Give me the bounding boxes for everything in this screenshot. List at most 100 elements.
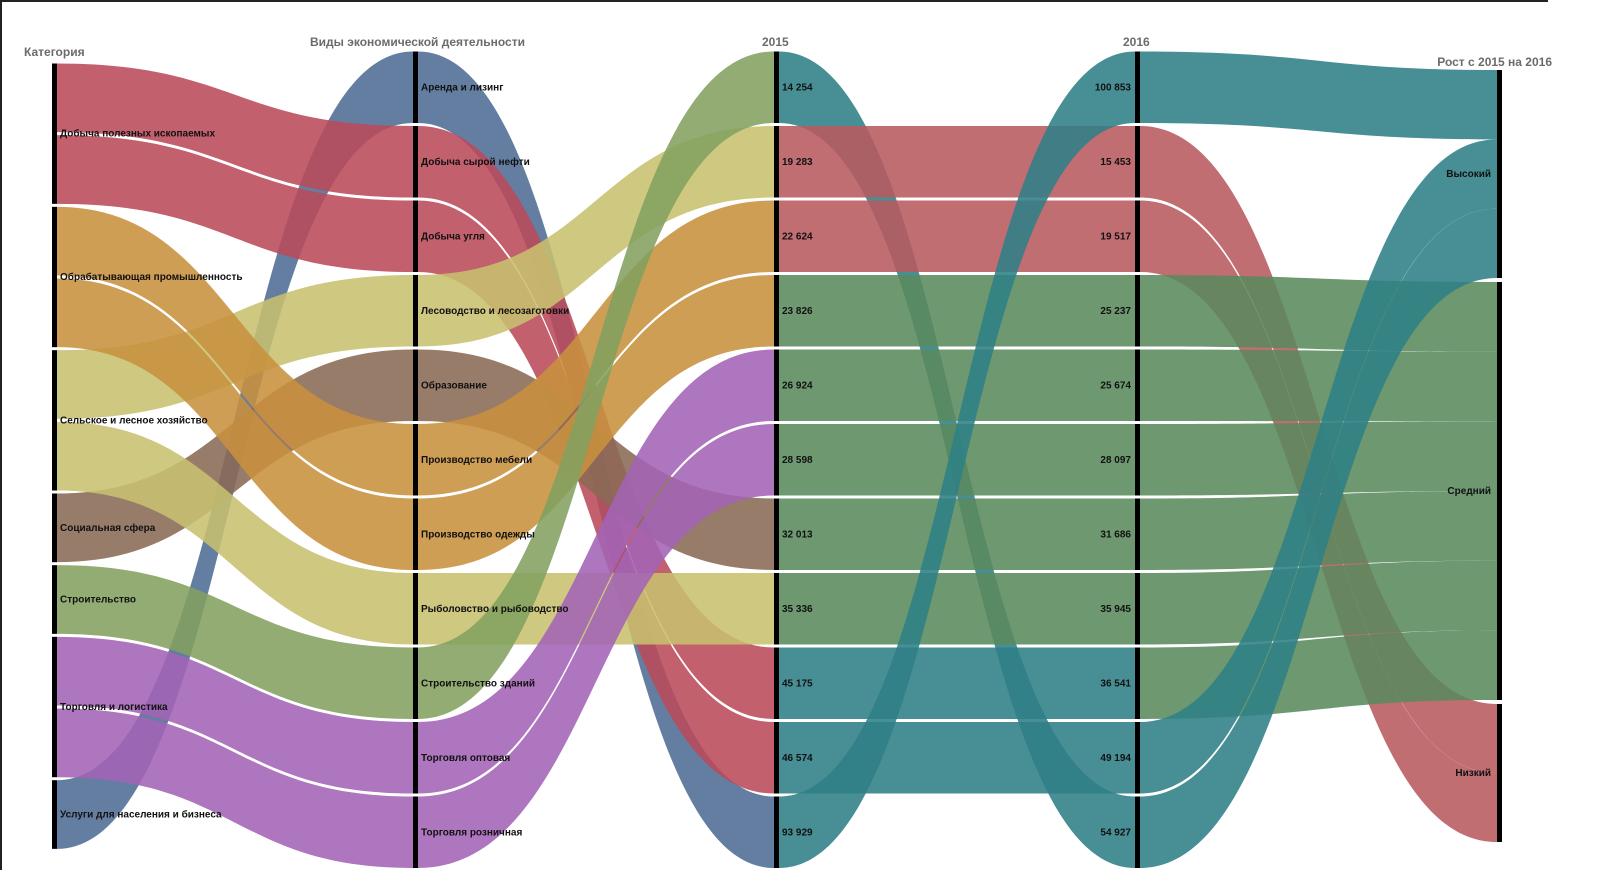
ribbon-activity-2015: [418, 275, 774, 570]
axis-bar: [413, 722, 418, 794]
activity-label: Образование: [421, 379, 487, 391]
activity-label: Лесоводство и лесозаготовки: [421, 306, 569, 317]
growth-bar: [1497, 70, 1502, 278]
activity-label: Добыча сырой нефти: [421, 156, 530, 168]
axis-bar: [1135, 349, 1140, 421]
value-2015-label: 32 013: [782, 529, 813, 540]
ribbon-2015-2016: [779, 275, 1135, 347]
axis-bar: [774, 275, 779, 347]
ribbon-2016-growth: [1140, 139, 1497, 794]
category-label: Социальная сфера: [60, 522, 156, 534]
value-2015-label: 22 624: [782, 231, 813, 242]
axis-bar: [413, 796, 418, 868]
activity-label: Строительство зданий: [421, 678, 535, 689]
axis-bar: [413, 126, 418, 198]
growth-bar: [1497, 282, 1502, 700]
ribbon-2015-2016: [779, 51, 1135, 868]
ribbon-2016-growth: [1140, 208, 1497, 868]
ribbon-category-activity: [57, 206, 413, 496]
value-2015-label: 93 929: [782, 827, 813, 838]
activity-label: Торговля оптовая: [421, 753, 510, 764]
value-2016-label: 31 686: [1100, 529, 1131, 540]
ribbon-2015-2016: [779, 349, 1135, 421]
value-2016-label: 15 453: [1100, 157, 1131, 168]
ribbon-activity-2015: [418, 51, 774, 719]
axis-bar: [1135, 647, 1140, 719]
ribbon-2015-2016: [779, 498, 1135, 570]
category-label: Добыча полезных ископаемых: [60, 128, 215, 140]
ribbon-2016-growth: [1140, 560, 1497, 645]
ribbon-category-activity: [57, 278, 413, 570]
axis-bar: [413, 498, 418, 570]
category-label: Сельское и лесное хозяйство: [60, 415, 208, 426]
header-growth: Рост с 2015 на 2016: [1437, 55, 1552, 69]
ribbon-activity-2015: [418, 200, 774, 794]
axis-bar: [774, 126, 779, 198]
axis-bar: [413, 51, 418, 123]
activity-label: Производство одежды: [421, 529, 535, 540]
axis-bar: [1135, 51, 1140, 123]
value-2016-label: 49 194: [1100, 753, 1131, 764]
axis-bar: [774, 573, 779, 645]
axis-bar: [1135, 722, 1140, 794]
value-2015-label: 35 336: [782, 604, 813, 615]
ribbon-activity-2015: [418, 424, 774, 868]
ribbon-2015-2016: [779, 647, 1135, 719]
ribbon-category-activity: [57, 421, 413, 645]
axis-bar: [413, 573, 418, 645]
ribbon-category-activity: [57, 636, 413, 794]
activity-label: Производство мебели: [421, 454, 532, 466]
ribbon-2015-2016: [779, 200, 1135, 272]
header-2016: 2016: [1123, 35, 1150, 49]
category-bar: [52, 63, 57, 204]
axis-bar: [413, 424, 418, 496]
top-border: [0, 0, 1548, 2]
value-2016-label: 100 853: [1095, 82, 1132, 93]
growth-label: Средний: [1447, 486, 1491, 497]
axis-bar: [774, 796, 779, 868]
activity-label: Аренда и лизинг: [421, 82, 503, 93]
ribbon-category-activity: [57, 135, 413, 272]
value-2016-label: 36 541: [1100, 678, 1131, 689]
axis-bar: [413, 275, 418, 347]
category-bar: [52, 780, 57, 849]
category-label: Торговля и логистика: [60, 702, 168, 713]
axis-bar: [1135, 573, 1140, 645]
activity-label: Рыболовство и рыбоводство: [421, 603, 569, 615]
category-label: Услуги для населения и бизнеса: [60, 809, 222, 821]
axis-bar: [774, 349, 779, 421]
left-border: [0, 0, 2, 870]
axis-bar: [1135, 200, 1140, 272]
axis-bar: [1135, 424, 1140, 496]
value-2015-label: 45 175: [782, 678, 813, 689]
growth-label: Низкий: [1455, 768, 1491, 779]
category-bar: [52, 565, 57, 634]
axis-bar: [413, 349, 418, 421]
header-activity: Виды экономической деятельности: [310, 35, 525, 49]
axis-bar: [1135, 275, 1140, 347]
axis-bar: [774, 722, 779, 794]
axis-bar: [774, 498, 779, 570]
category-bar: [52, 206, 57, 348]
activity-label: Добыча угля: [421, 230, 485, 242]
ribbon-2016-growth: [1140, 349, 1497, 422]
value-2015-label: 23 826: [782, 306, 813, 317]
axis-bar: [413, 200, 418, 272]
ribbon-category-activity: [57, 708, 413, 868]
value-2015-label: 14 254: [782, 82, 813, 93]
axis-bar: [774, 200, 779, 272]
value-2016-label: 28 097: [1100, 455, 1131, 466]
header-category: Категория: [24, 45, 85, 59]
growth-label: Высокий: [1446, 169, 1491, 180]
value-2016-label: 35 945: [1100, 604, 1131, 615]
growth-bar: [1497, 704, 1502, 842]
axis-bar: [413, 647, 418, 719]
activity-label: Торговля розничная: [421, 827, 522, 838]
ribbon-2016-growth: [1140, 51, 1497, 140]
value-2015-label: 28 598: [782, 455, 813, 466]
ribbon-category-activity: [57, 565, 413, 719]
category-bar: [52, 493, 57, 563]
header-2015: 2015: [762, 35, 789, 49]
value-2016-label: 25 237: [1100, 306, 1131, 317]
